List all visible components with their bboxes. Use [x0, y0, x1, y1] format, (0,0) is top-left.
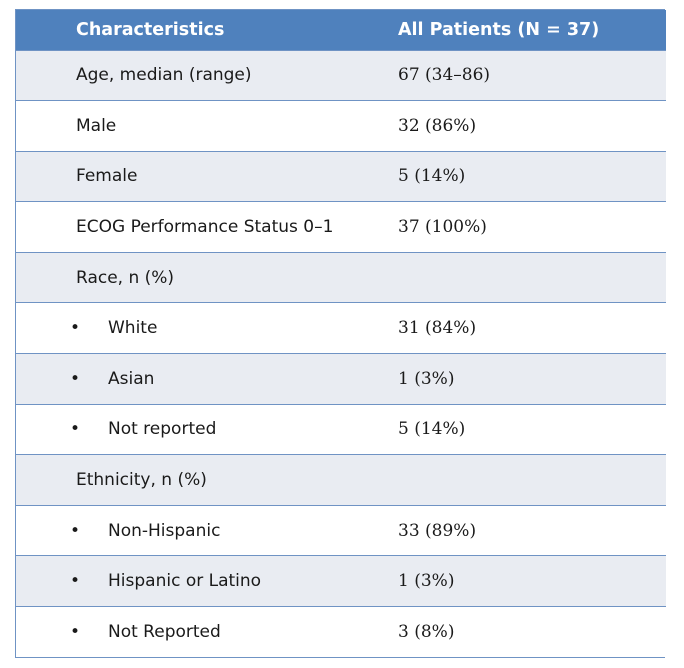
table-row: • Not reported 5 (14%)	[16, 403, 666, 455]
bullet-icon: •	[70, 571, 81, 592]
table-row: • Hispanic or Latino 1 (3%)	[16, 555, 666, 607]
header-row: Characteristics All Patients (N = 37)	[16, 10, 666, 50]
row-value: 1 (3%)	[398, 353, 666, 405]
table-row: Male 32 (86%)	[16, 100, 666, 152]
row-label: Not Reported	[108, 622, 221, 643]
bullet-icon: •	[70, 368, 81, 389]
row-label: Asian	[108, 368, 155, 389]
row-value: 1 (3%)	[398, 555, 666, 607]
table-row: • Not Reported 3 (8%)	[16, 606, 666, 658]
row-label: Not reported	[108, 419, 217, 440]
row-label: Age, median (range)	[76, 65, 252, 86]
table-row: Female 5 (14%)	[16, 150, 666, 202]
row-label-cell: Female	[16, 150, 398, 202]
table-row: Race, n (%)	[16, 251, 666, 303]
row-label-cell: Race, n (%)	[16, 251, 398, 303]
table-row: • Asian 1 (3%)	[16, 353, 666, 405]
row-label-cell: • Asian	[16, 353, 398, 405]
row-value: 67 (34–86)	[398, 49, 666, 101]
table-body: Age, median (range) 67 (34–86) Male 32 (86%…	[16, 49, 666, 658]
row-label: Hispanic or Latino	[108, 571, 262, 592]
bullet-icon: •	[70, 622, 81, 643]
row-label: Ethnicity, n (%)	[76, 470, 207, 491]
row-label-cell: • Non-Hispanic	[16, 504, 398, 556]
row-value: 32 (86%)	[398, 100, 666, 152]
row-value: 33 (89%)	[398, 504, 666, 556]
table-row: ECOG Performance Status 0–1 37 (100%)	[16, 201, 666, 253]
patient-characteristics-table: Characteristics All Patients (N = 37) Ag…	[16, 10, 666, 658]
bullet-icon: •	[70, 520, 81, 541]
table-header: Characteristics All Patients (N = 37)	[16, 10, 666, 50]
row-value: 5 (14%)	[398, 150, 666, 202]
row-label-cell: Age, median (range)	[16, 49, 398, 101]
row-label: ECOG Performance Status 0–1	[76, 217, 334, 238]
row-value	[398, 251, 666, 303]
row-label-cell: • White	[16, 302, 398, 354]
patient-characteristics-table-frame: Characteristics All Patients (N = 37) Ag…	[15, 9, 666, 659]
table-row: Ethnicity, n (%)	[16, 454, 666, 506]
row-label-cell: • Not reported	[16, 403, 398, 455]
row-label-cell: ECOG Performance Status 0–1	[16, 201, 398, 253]
bullet-icon: •	[70, 419, 81, 440]
row-label-cell: • Hispanic or Latino	[16, 555, 398, 607]
row-label: Non-Hispanic	[108, 520, 221, 541]
row-label-cell: • Not Reported	[16, 606, 398, 658]
row-label: White	[108, 318, 158, 339]
row-label-cell: Ethnicity, n (%)	[16, 454, 398, 506]
row-value: 5 (14%)	[398, 403, 666, 455]
table-row: • White 31 (84%)	[16, 302, 666, 354]
row-value: 31 (84%)	[398, 302, 666, 354]
header-characteristics: Characteristics	[76, 19, 225, 40]
row-value: 3 (8%)	[398, 606, 666, 658]
row-label: Male	[76, 115, 117, 136]
table-row: Age, median (range) 67 (34–86)	[16, 49, 666, 101]
row-value	[398, 454, 666, 506]
table-row: • Non-Hispanic 33 (89%)	[16, 504, 666, 556]
row-label-cell: Male	[16, 100, 398, 152]
bullet-icon: •	[70, 318, 81, 339]
header-all-patients: All Patients (N = 37)	[398, 19, 600, 40]
row-value: 37 (100%)	[398, 201, 666, 253]
row-label: Female	[76, 166, 138, 187]
row-label: Race, n (%)	[76, 267, 175, 288]
